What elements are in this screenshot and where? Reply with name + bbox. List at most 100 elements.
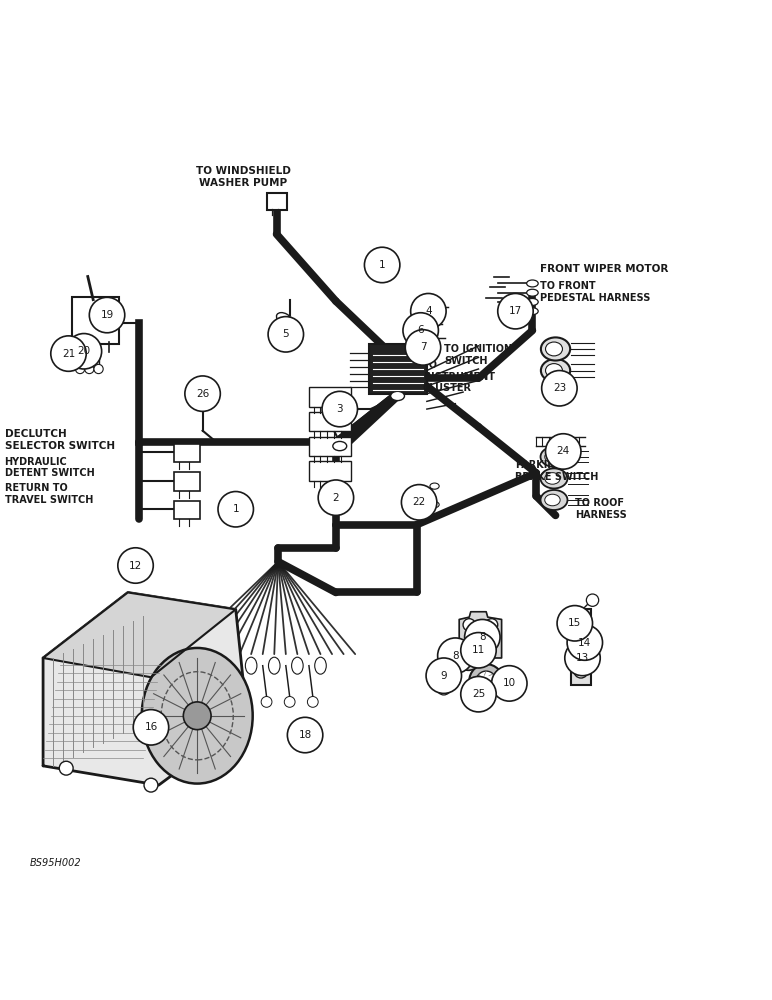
Text: FRONT WIPER MOTOR: FRONT WIPER MOTOR <box>540 264 669 274</box>
Text: 8: 8 <box>452 651 459 661</box>
Text: 17: 17 <box>509 306 522 316</box>
Text: 24: 24 <box>557 446 570 456</box>
Circle shape <box>218 492 253 527</box>
Ellipse shape <box>540 468 567 488</box>
Text: 19: 19 <box>100 310 113 320</box>
Ellipse shape <box>546 364 563 377</box>
Ellipse shape <box>286 320 299 330</box>
Circle shape <box>426 658 462 693</box>
Circle shape <box>461 676 496 712</box>
Circle shape <box>76 364 85 374</box>
Circle shape <box>565 640 600 676</box>
Circle shape <box>118 548 154 583</box>
Circle shape <box>183 702 211 730</box>
Circle shape <box>456 646 481 670</box>
Circle shape <box>437 681 451 695</box>
Ellipse shape <box>541 337 571 361</box>
Circle shape <box>134 710 169 745</box>
Circle shape <box>238 697 249 707</box>
Text: 26: 26 <box>196 389 209 399</box>
Text: 14: 14 <box>578 638 591 648</box>
Circle shape <box>498 293 533 329</box>
Circle shape <box>185 376 220 411</box>
FancyBboxPatch shape <box>174 501 200 519</box>
Circle shape <box>411 293 446 329</box>
Circle shape <box>307 697 318 707</box>
Circle shape <box>567 625 602 660</box>
FancyBboxPatch shape <box>72 297 119 344</box>
FancyBboxPatch shape <box>408 319 429 333</box>
Ellipse shape <box>315 657 327 674</box>
Text: 18: 18 <box>299 730 312 740</box>
Circle shape <box>492 666 527 701</box>
Circle shape <box>469 664 503 698</box>
Ellipse shape <box>199 657 211 674</box>
Text: 1: 1 <box>232 504 239 514</box>
Ellipse shape <box>540 490 567 510</box>
Ellipse shape <box>333 441 347 451</box>
Text: BS95H002: BS95H002 <box>30 858 82 868</box>
Circle shape <box>66 334 102 369</box>
Text: 12: 12 <box>129 561 142 571</box>
Circle shape <box>51 336 86 371</box>
Text: PARKING
BRAKE SWITCH: PARKING BRAKE SWITCH <box>516 460 599 482</box>
FancyBboxPatch shape <box>369 344 427 394</box>
FancyBboxPatch shape <box>411 333 432 347</box>
Ellipse shape <box>541 359 571 382</box>
Ellipse shape <box>292 657 303 674</box>
Circle shape <box>401 485 437 520</box>
Text: 10: 10 <box>503 678 516 688</box>
Circle shape <box>85 364 94 374</box>
Ellipse shape <box>245 657 257 674</box>
Circle shape <box>261 697 272 707</box>
FancyBboxPatch shape <box>309 412 351 431</box>
Text: RETURN TO
TRAVEL SWITCH: RETURN TO TRAVEL SWITCH <box>5 483 93 505</box>
Text: 8: 8 <box>479 632 486 642</box>
FancyBboxPatch shape <box>267 193 287 210</box>
Text: DECLUTCH
SELECTOR SWITCH: DECLUTCH SELECTOR SWITCH <box>5 429 115 451</box>
Ellipse shape <box>222 657 234 674</box>
FancyBboxPatch shape <box>174 472 200 491</box>
FancyBboxPatch shape <box>414 302 435 316</box>
Text: 15: 15 <box>568 618 581 628</box>
Ellipse shape <box>545 451 560 463</box>
Circle shape <box>557 606 593 641</box>
Polygon shape <box>43 592 247 785</box>
Text: TO FRONT
PEDESTAL HARNESS: TO FRONT PEDESTAL HARNESS <box>540 281 651 303</box>
Circle shape <box>461 633 496 668</box>
Circle shape <box>287 717 323 753</box>
Ellipse shape <box>430 502 439 508</box>
Text: TO
INSTRUMENT
CLUSTER: TO INSTRUMENT CLUSTER <box>423 360 495 393</box>
Circle shape <box>574 664 588 678</box>
Text: 1: 1 <box>379 260 385 270</box>
Text: 6: 6 <box>418 325 424 335</box>
FancyBboxPatch shape <box>571 609 591 685</box>
Text: 9: 9 <box>441 671 447 681</box>
Circle shape <box>268 317 303 352</box>
Circle shape <box>465 619 500 655</box>
Ellipse shape <box>391 391 405 401</box>
Ellipse shape <box>540 447 567 467</box>
Circle shape <box>438 638 473 673</box>
Circle shape <box>470 690 479 699</box>
Text: 11: 11 <box>472 645 485 655</box>
Text: 23: 23 <box>553 383 566 393</box>
Circle shape <box>486 619 498 631</box>
Text: TO IGNITION
SWITCH: TO IGNITION SWITCH <box>444 344 512 366</box>
Text: 7: 7 <box>420 342 426 352</box>
Circle shape <box>144 778 158 792</box>
Ellipse shape <box>142 648 252 784</box>
Circle shape <box>322 391 357 427</box>
Text: 25: 25 <box>472 689 485 699</box>
Circle shape <box>462 651 476 665</box>
Ellipse shape <box>527 298 538 305</box>
Circle shape <box>59 761 73 775</box>
Ellipse shape <box>546 342 563 356</box>
FancyBboxPatch shape <box>174 444 200 462</box>
Ellipse shape <box>547 385 564 399</box>
Circle shape <box>466 685 484 703</box>
Circle shape <box>94 364 103 374</box>
Circle shape <box>364 247 400 283</box>
Text: 5: 5 <box>283 329 290 339</box>
Circle shape <box>403 313 438 348</box>
